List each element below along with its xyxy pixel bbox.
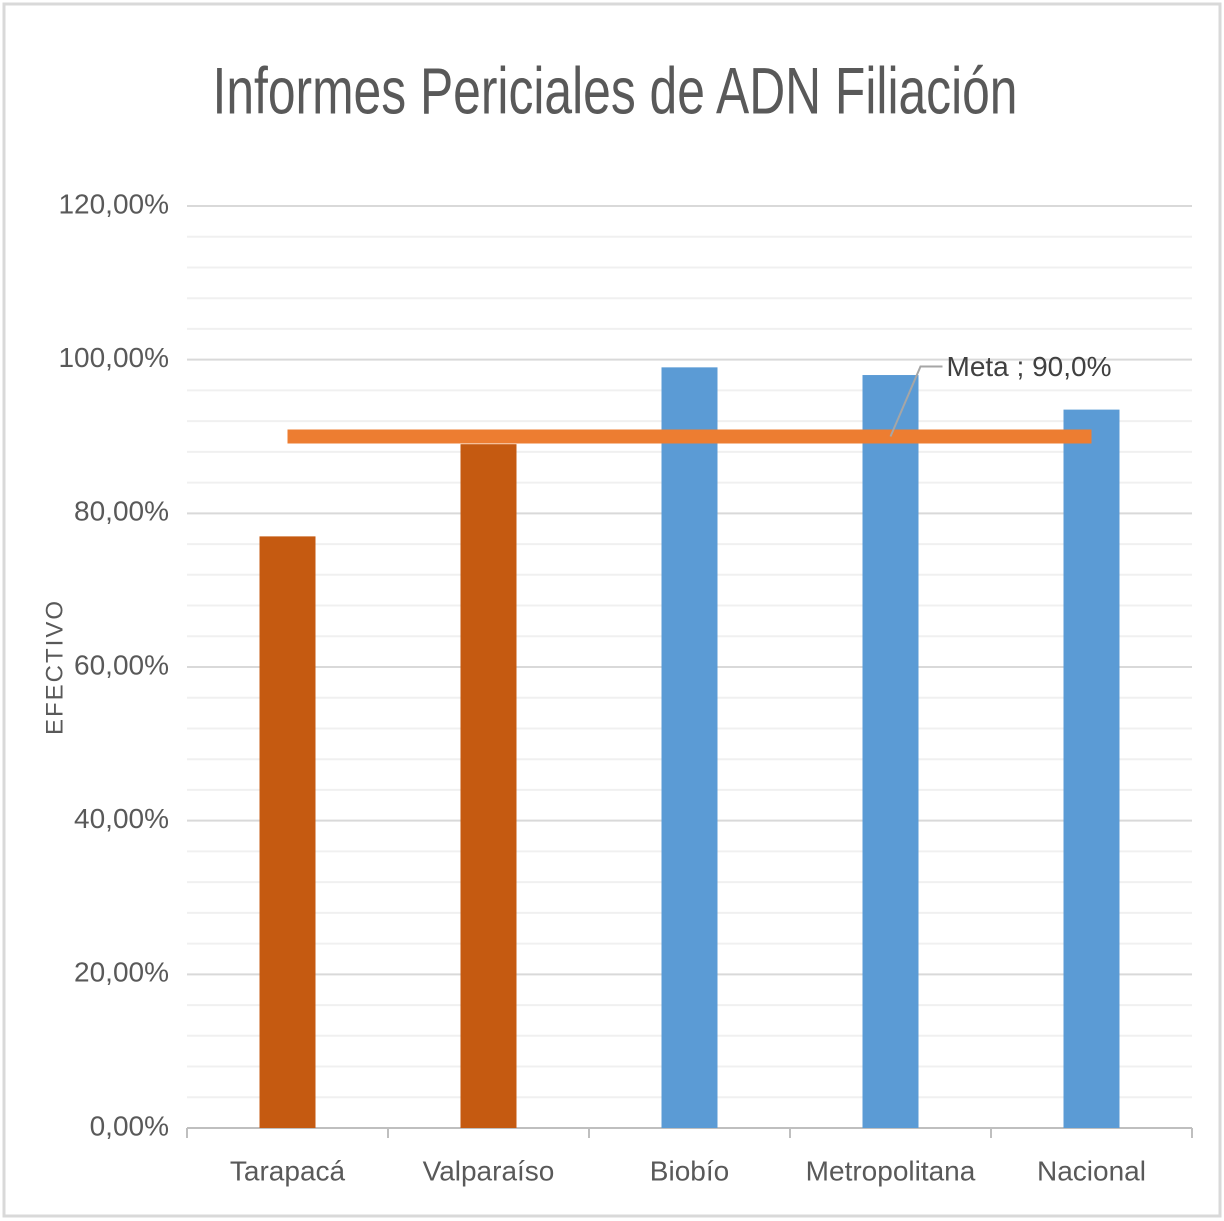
x-tick-label: Tarapacá: [230, 1155, 346, 1186]
y-tick-label: 20,00%: [74, 957, 169, 988]
x-tick-label: Metropolitana: [806, 1155, 976, 1186]
meta-label: Meta ; 90,0%: [947, 351, 1112, 382]
x-tick-label: Biobío: [650, 1155, 729, 1186]
x-tick-label: Nacional: [1037, 1155, 1146, 1186]
meta-leader: [889, 365, 943, 437]
bar: [661, 367, 718, 1129]
x-tick-label: Valparaíso: [423, 1155, 555, 1186]
y-tick-label: 60,00%: [74, 649, 169, 680]
bar: [460, 444, 517, 1128]
bar: [259, 536, 316, 1128]
y-tick-label: 0,00%: [90, 1110, 169, 1141]
bar: [862, 375, 919, 1128]
y-tick-label: 80,00%: [74, 496, 169, 527]
y-tick-label: 100,00%: [58, 342, 169, 373]
bar: [1063, 409, 1120, 1128]
y-tick-label: 120,00%: [58, 188, 169, 219]
y-tick-label: 40,00%: [74, 803, 169, 834]
y-axis-label: EFECTIVO: [41, 599, 68, 735]
chart-title: Informes Periciales de ADN Filiación: [213, 53, 1018, 127]
